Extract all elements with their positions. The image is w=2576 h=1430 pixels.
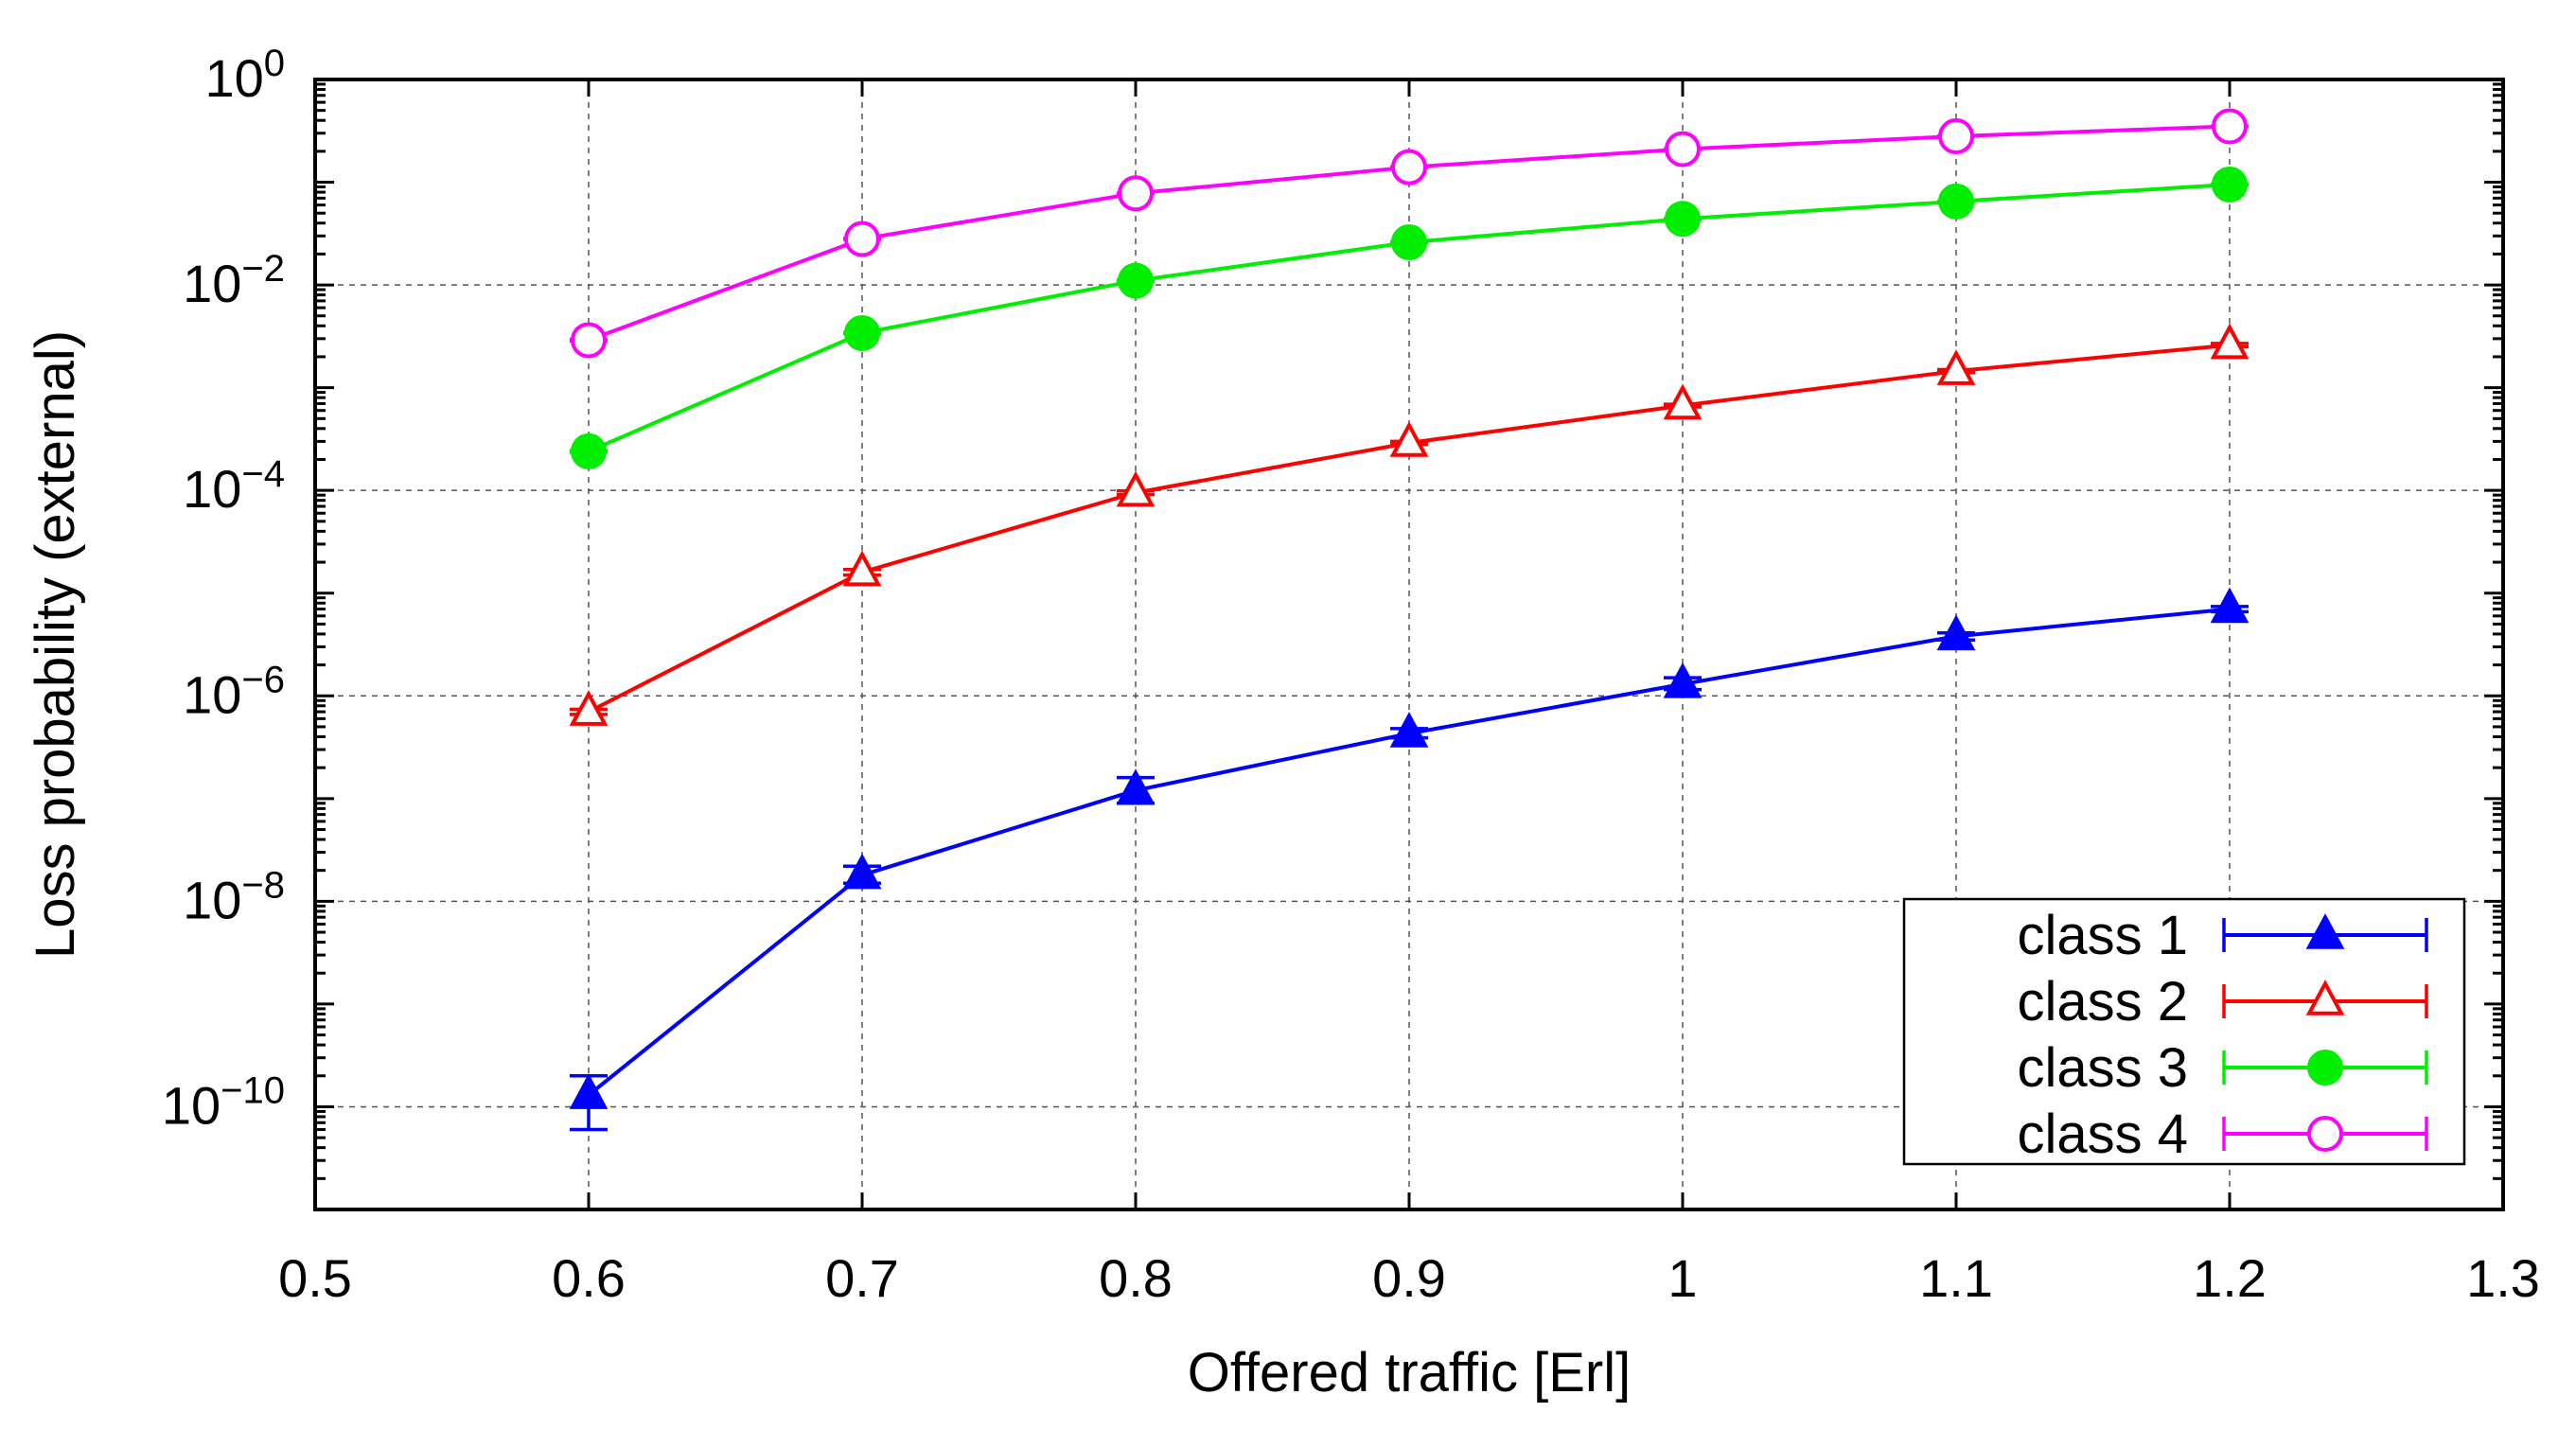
- legend-marker: [2305, 980, 2345, 1015]
- axes: 0.5 0.6 0.7 0.8 0.9 1 1.1 1.2 1.3 100 10−2 10−4 10−6…: [162, 43, 2540, 1308]
- x-axis-title: Offered traffic [Erl]: [1188, 1342, 1631, 1404]
- data-point: [1938, 118, 1974, 155]
- data-point: [1665, 131, 1701, 168]
- data-point: [1938, 183, 1974, 220]
- x-tick-label: 0.5: [278, 1248, 352, 1308]
- series-4: [570, 108, 2249, 359]
- data-point: [1116, 768, 1156, 804]
- data-point: [1936, 614, 1976, 651]
- x-tick-label: 0.8: [1099, 1248, 1173, 1308]
- data-point: [1118, 175, 1154, 212]
- data-point: [1663, 383, 1703, 420]
- series-3: [570, 166, 2249, 469]
- data-point: [2212, 108, 2248, 145]
- legend-label: class 3: [2017, 1037, 2188, 1099]
- data-point: [569, 690, 609, 726]
- data-point: [2212, 166, 2248, 203]
- data-point: [1936, 349, 1976, 385]
- y-axis-title: Loss probability (external): [25, 330, 86, 959]
- y-tick-label: 10−10: [162, 1069, 285, 1135]
- data-point: [842, 853, 882, 890]
- data-point: [1389, 712, 1429, 748]
- series-2: [569, 323, 2250, 726]
- legend-marker: [2305, 913, 2345, 949]
- y-tick-label: 10−2: [183, 248, 285, 313]
- data-point: [1663, 662, 1703, 698]
- y-tick-label: 10−8: [183, 864, 285, 929]
- y-tick-label: 100: [204, 43, 285, 108]
- data-point: [2210, 587, 2250, 624]
- legend-box: [1902, 897, 2466, 1166]
- data-point: [569, 1073, 609, 1109]
- data-point: [1116, 470, 1156, 507]
- data-point: [1391, 149, 1427, 185]
- data-point: [2210, 323, 2250, 360]
- x-tick-label: 0.6: [552, 1248, 626, 1308]
- x-tick-label: 0.7: [825, 1248, 899, 1308]
- data-point: [1118, 262, 1154, 299]
- grid-lines: [315, 79, 2503, 1209]
- x-tick-label: 1.1: [1919, 1248, 1993, 1308]
- x-tick-label: 1: [1667, 1248, 1697, 1308]
- data-point: [571, 433, 607, 469]
- legend-label: class 4: [2017, 1103, 2188, 1165]
- data-point: [842, 550, 882, 587]
- legend-marker: [2307, 1050, 2343, 1086]
- data-point: [1391, 224, 1427, 261]
- data-point: [571, 322, 607, 359]
- data-point: [844, 221, 880, 257]
- data-series: [569, 108, 2250, 1132]
- legend-marker: [2307, 1116, 2343, 1152]
- x-tick-label: 1.3: [2466, 1248, 2540, 1308]
- x-tick-label: 1.2: [2193, 1248, 2267, 1308]
- legend-label: class 2: [2017, 971, 2188, 1033]
- series-1: [569, 587, 2250, 1132]
- legend-label: class 1: [2017, 905, 2188, 966]
- plot-frame: [313, 78, 2505, 1211]
- data-point: [844, 314, 880, 351]
- y-tick-label: 10−4: [183, 453, 285, 519]
- y-tick-label: 10−6: [183, 659, 285, 724]
- data-point: [1665, 201, 1701, 238]
- x-tick-label: 0.9: [1372, 1248, 1446, 1308]
- data-point: [1389, 421, 1429, 457]
